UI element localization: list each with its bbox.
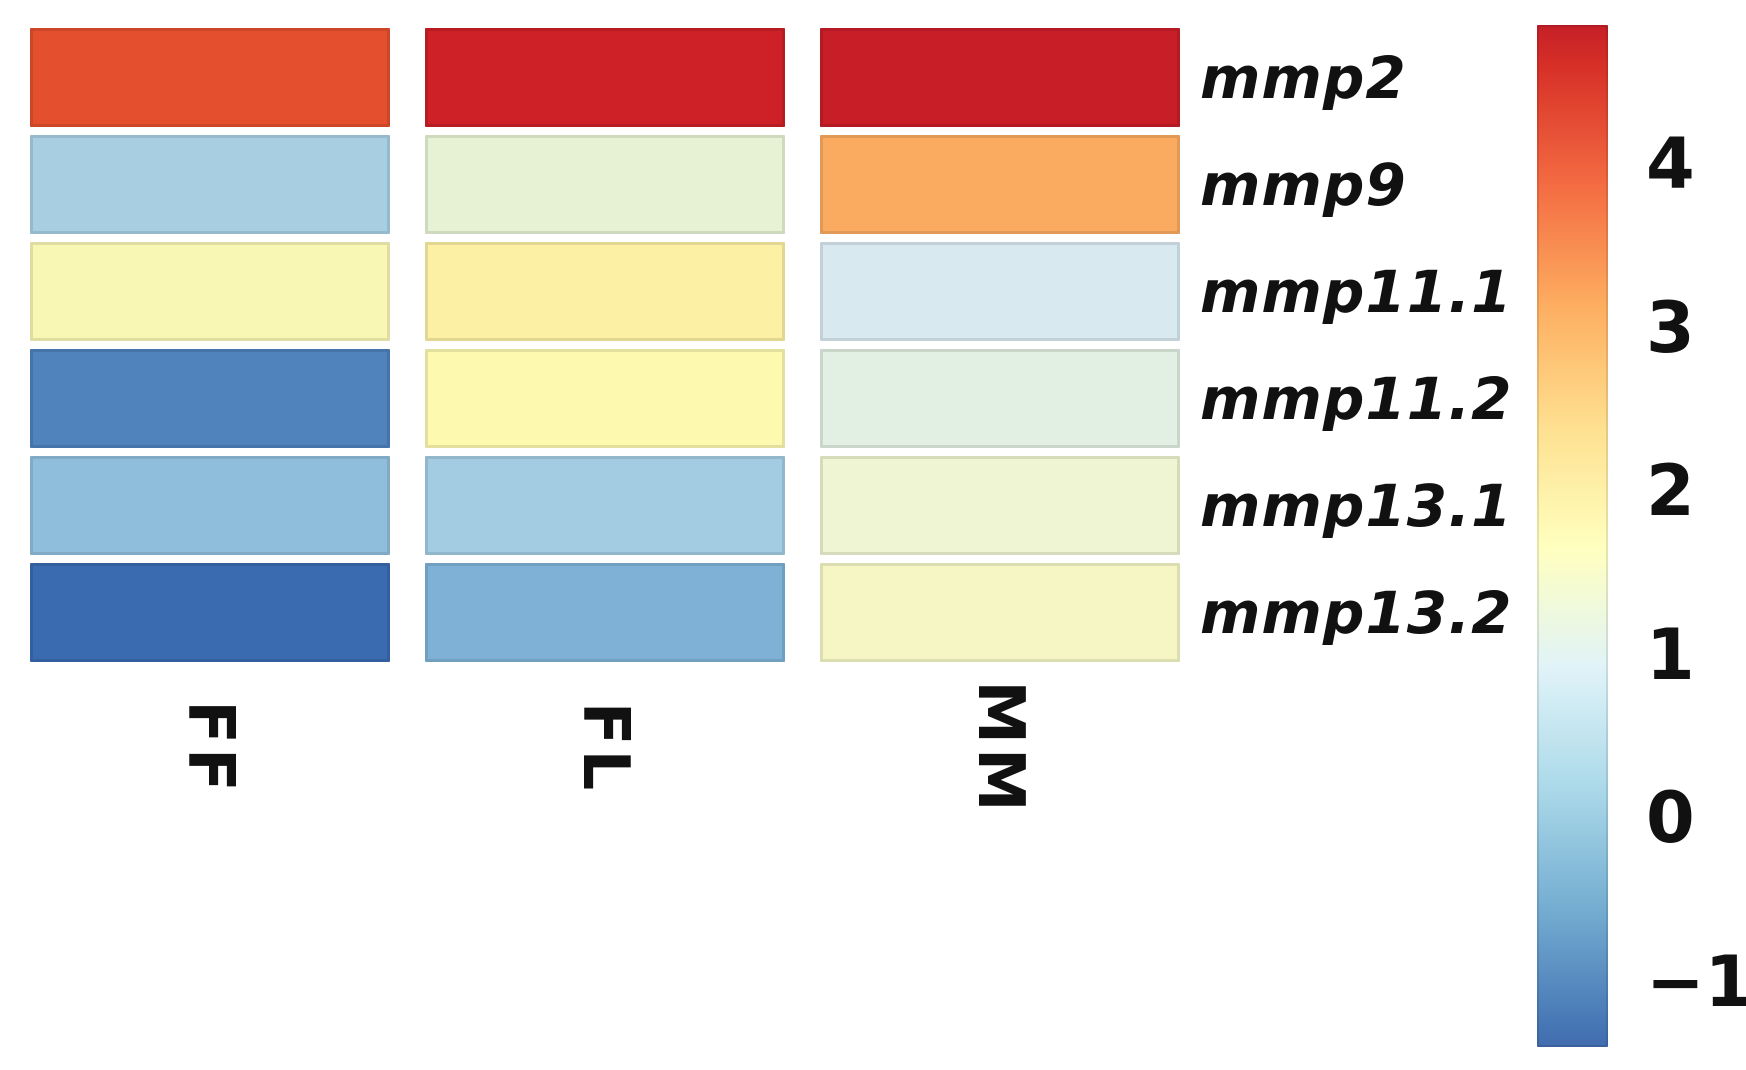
colorbar-tick--1: −1 [1646,940,1746,1023]
colorbar-tick-3: 3 [1646,286,1695,369]
heatmap-cell-FF-mmp2 [30,28,390,127]
row-label-mmp13.2: mmp13.2 [1200,578,1513,647]
colorbar-gradient [1537,25,1608,1047]
heatmap-cell-FF-mmp9 [30,135,390,234]
col-label-MM: MM [963,680,1037,816]
heatmap-cell-FL-mmp11.2 [425,349,785,448]
heatmap-cell-MM-mmp9 [820,135,1180,234]
row-label-mmp11.1: mmp11.1 [1200,257,1513,326]
row-label-mmp11.2: mmp11.2 [1200,364,1513,433]
heatmap-cell-FL-mmp13.2 [425,563,785,662]
heatmap-cell-FL-mmp9 [425,135,785,234]
colorbar-tick-2: 2 [1646,450,1695,533]
heatmap-cell-MM-mmp11.2 [820,349,1180,448]
heatmap-cell-MM-mmp11.1 [820,242,1180,341]
heatmap-cell-FF-mmp11.1 [30,242,390,341]
heatmap-cell-FF-mmp13.2 [30,563,390,662]
heatmap-cell-FL-mmp11.1 [425,242,785,341]
heatmap-cell-FL-mmp13.1 [425,456,785,555]
heatmap-cell-FF-mmp13.1 [30,456,390,555]
row-label-mmp9: mmp9 [1200,150,1407,219]
heatmap-cell-MM-mmp13.2 [820,563,1180,662]
colorbar-tick-1: 1 [1646,613,1695,696]
colorbar-tick-4: 4 [1646,122,1695,205]
row-label-mmp2: mmp2 [1200,43,1407,112]
heatmap-cell-MM-mmp2 [820,28,1180,127]
heatmap-cell-FF-mmp11.2 [30,349,390,448]
heatmap-cell-MM-mmp13.1 [820,456,1180,555]
row-label-mmp13.1: mmp13.1 [1200,471,1513,540]
col-label-FF: FF [173,700,247,796]
col-label-FL: FL [568,701,642,795]
heatmap-cell-FL-mmp2 [425,28,785,127]
colorbar-tick-0: 0 [1646,777,1695,860]
